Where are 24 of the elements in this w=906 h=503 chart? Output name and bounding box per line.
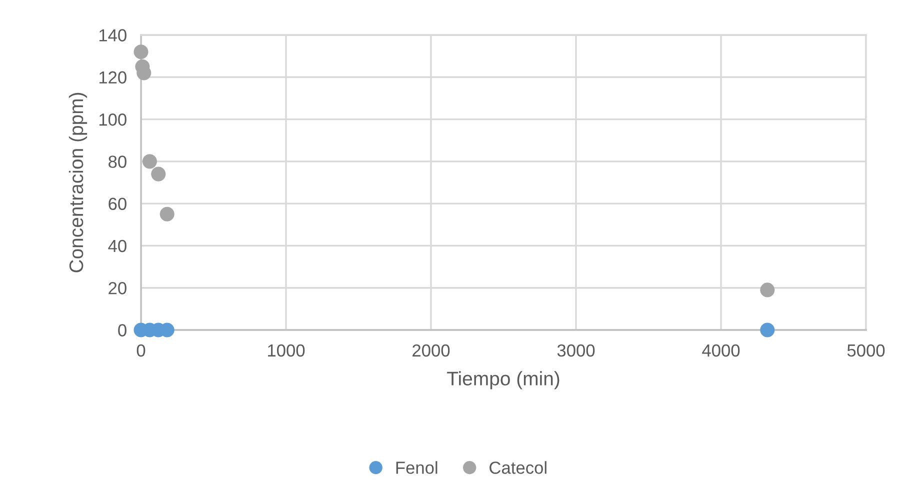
x-tick-label: 3000 xyxy=(557,344,595,357)
x-tick-label: 5000 xyxy=(847,344,885,357)
point xyxy=(760,322,775,338)
x-tick-label: 2000 xyxy=(412,344,450,357)
y-tick-label: 0 xyxy=(118,324,126,336)
point xyxy=(760,282,775,298)
y-axis-title: Concentracion (ppm) xyxy=(68,92,88,272)
point xyxy=(142,154,157,169)
x-axis-title: Tiempo (min) xyxy=(447,371,560,390)
x-tick-label: 0 xyxy=(136,344,146,357)
point xyxy=(160,206,174,222)
legend-label: Fenol xyxy=(396,461,438,474)
x-tick-label: 1000 xyxy=(268,344,305,357)
y-tick-label: 40 xyxy=(108,240,126,252)
point xyxy=(151,166,166,182)
y-tick-label: 20 xyxy=(108,282,126,294)
y-tick-label: 100 xyxy=(99,113,126,126)
point xyxy=(134,44,148,60)
y-tick-label: 60 xyxy=(108,198,126,210)
y-tick-label: 140 xyxy=(99,29,126,42)
y-tick-label: 120 xyxy=(99,71,126,84)
y-tick-label: 80 xyxy=(108,156,126,168)
legend-label: Catecol xyxy=(490,461,546,474)
x-tick-label: 4000 xyxy=(702,344,740,357)
